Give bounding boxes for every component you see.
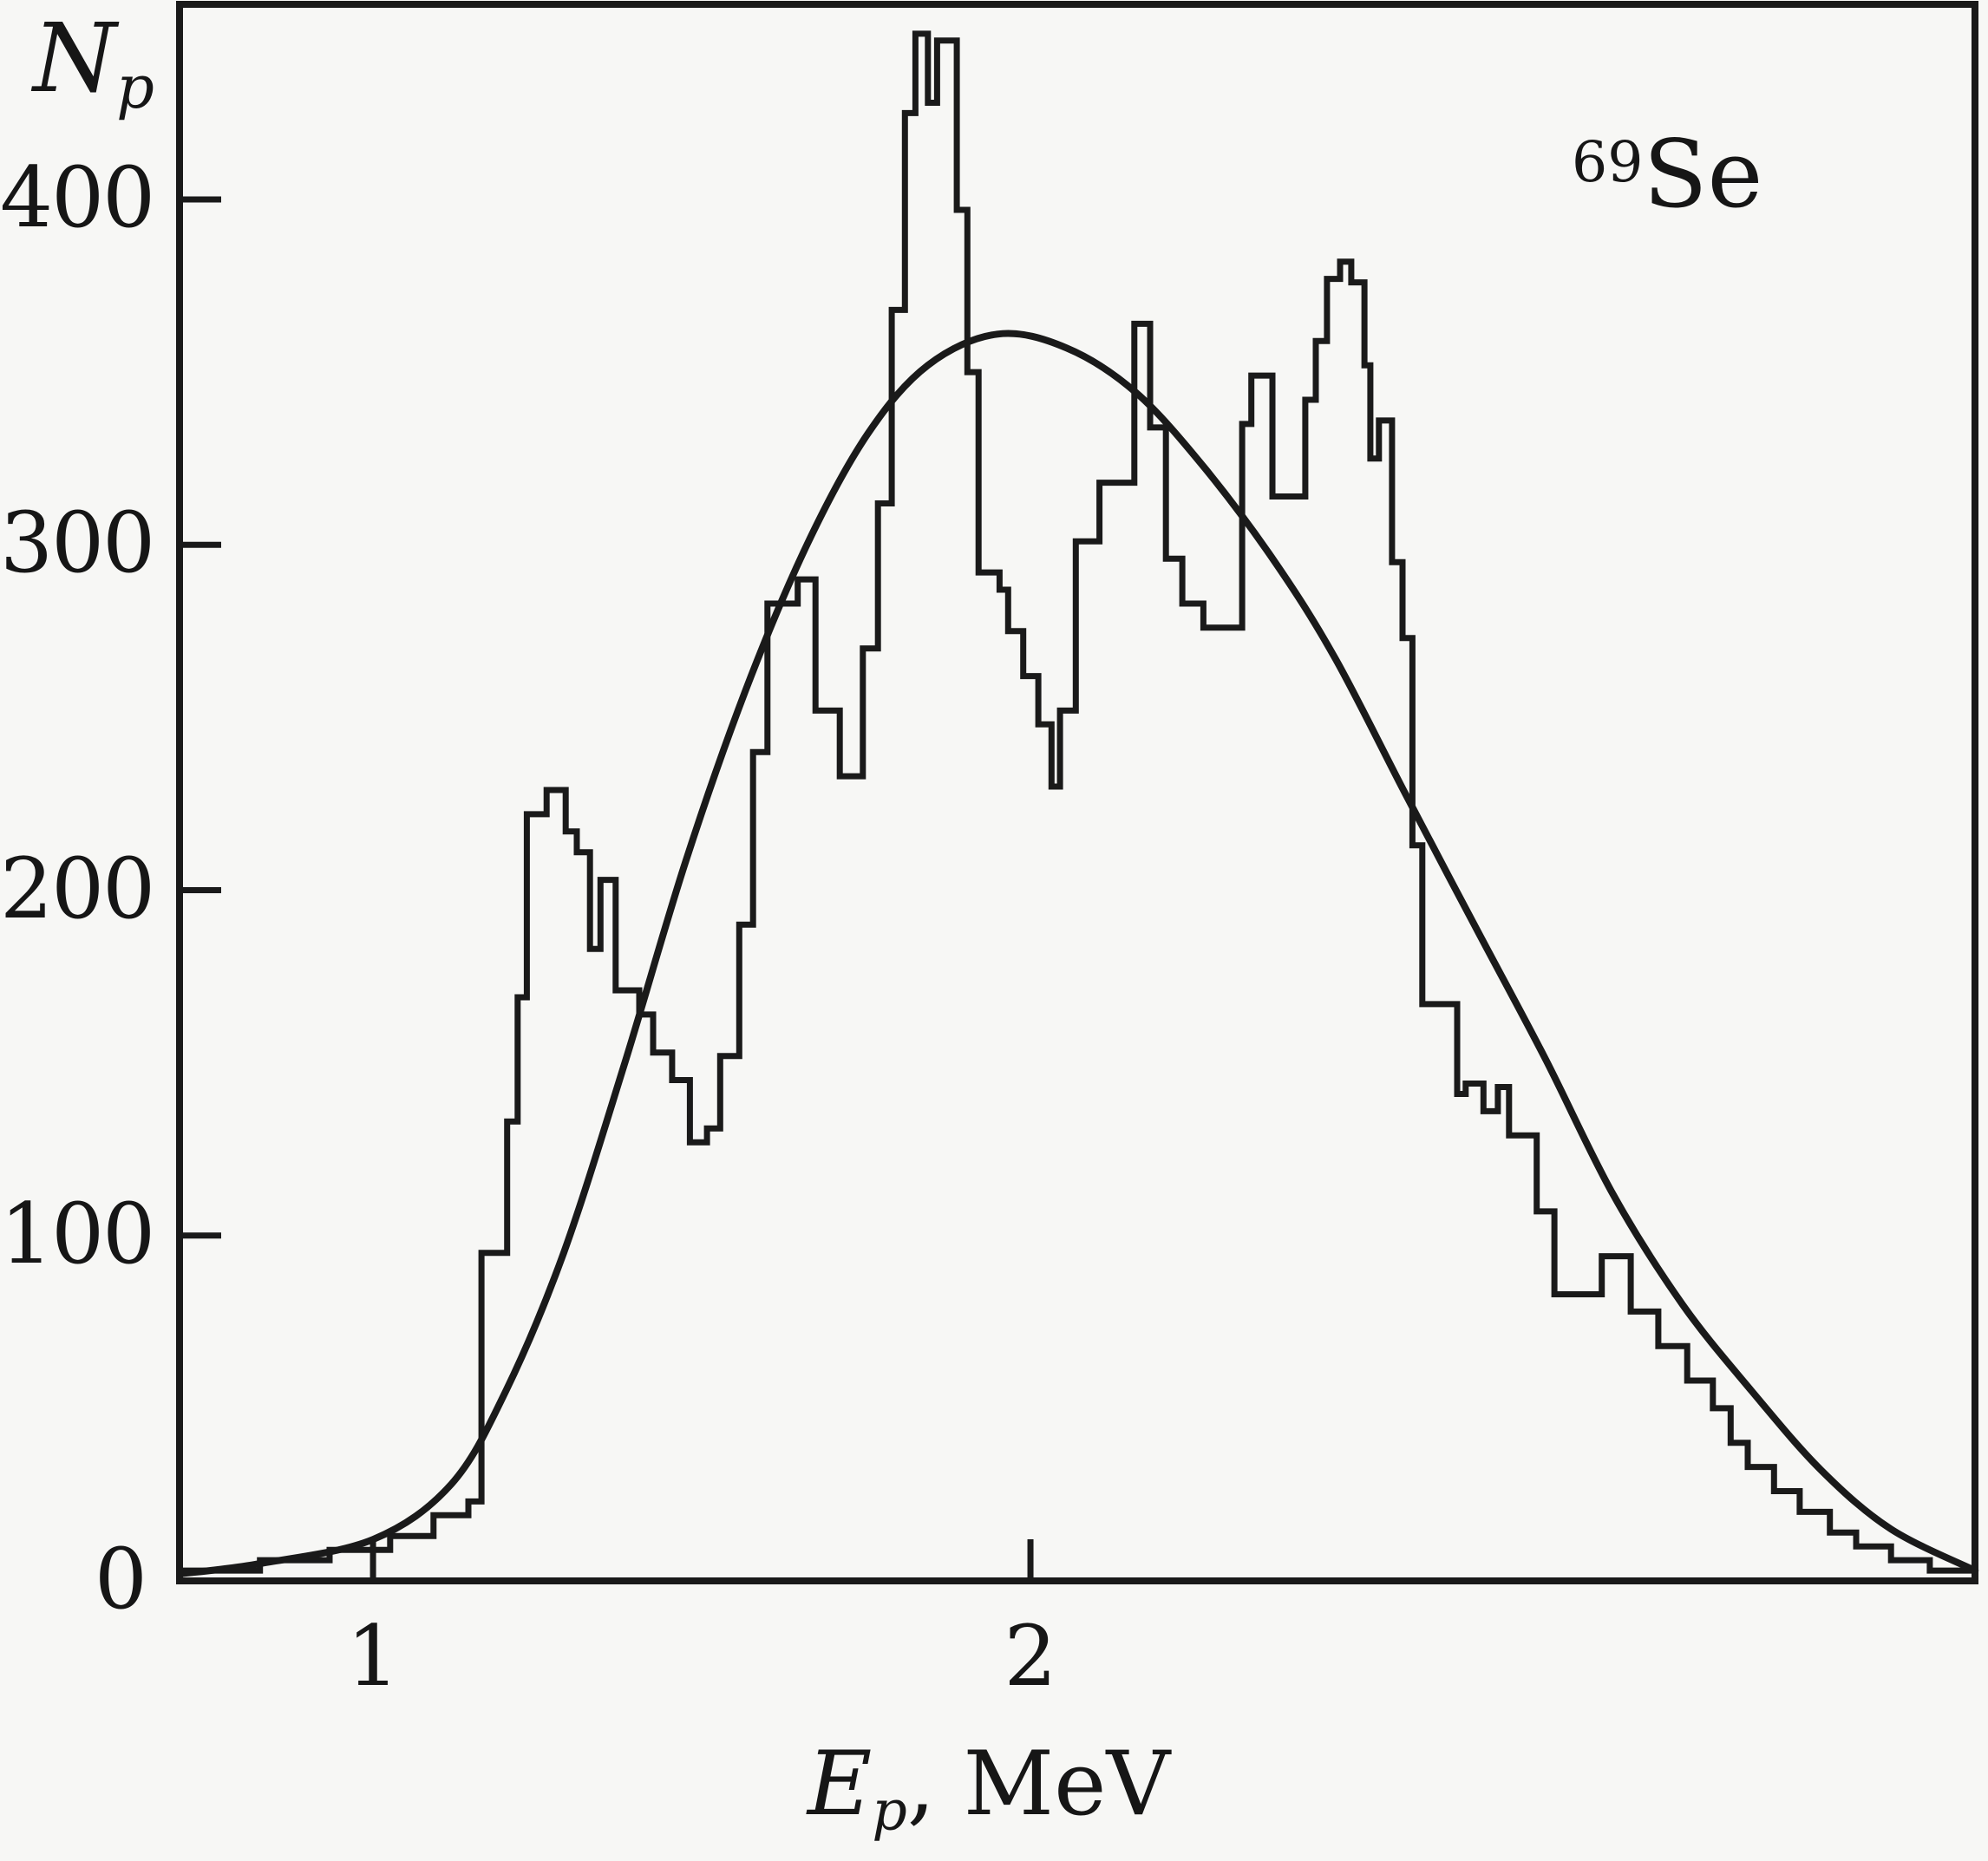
x-axis-title-sub: p	[872, 1778, 907, 1843]
plot-frame	[176, 1, 1978, 1584]
y-tick-label-300: 300	[0, 494, 155, 592]
y-tick-label-200: 200	[0, 839, 155, 937]
y-tick-label-400: 400	[0, 149, 155, 247]
x-axis-title-main: E	[807, 1733, 873, 1836]
smooth-curve-line	[176, 330, 1979, 1577]
x-tick-label-1: 1	[346, 1608, 400, 1705]
isotope-label: 69Se	[1572, 128, 1762, 222]
isotope-mass-number: 69	[1572, 129, 1644, 195]
y-axis-title-sub: p	[116, 54, 154, 123]
x-axis-title-unit: , MeV	[906, 1733, 1171, 1836]
histogram-step-line	[180, 30, 1976, 1574]
isotope-element-symbol: Se	[1643, 121, 1763, 229]
x-tick-label-2: 2	[1004, 1608, 1057, 1705]
x-axis-ticks	[369, 1539, 1034, 1581]
y-tick-label-100: 100	[0, 1185, 155, 1283]
y-tick-label-0: 0	[94, 1531, 147, 1629]
y-axis-ticks	[180, 196, 221, 1239]
x-axis-title: Ep, MeV	[555, 1733, 1422, 1838]
y-axis-title-main: N	[33, 3, 117, 114]
y-axis-title: Np	[33, 10, 154, 118]
